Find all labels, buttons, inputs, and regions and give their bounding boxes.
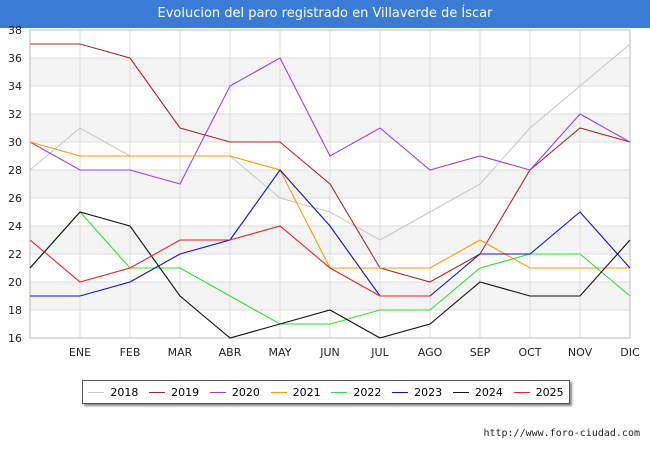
series-line-2024 [29, 211, 631, 339]
y-tick-label: 32 [8, 108, 22, 121]
source-credit: http://www.foro-ciudad.com [483, 428, 640, 439]
legend-item-2021: 2021 [270, 385, 321, 399]
x-tick-label: OCT [518, 346, 541, 359]
y-tick-label: 34 [8, 80, 22, 93]
x-tick-label: FEB [120, 346, 141, 359]
legend-label: 2025 [535, 385, 564, 399]
y-tick-label: 16 [8, 332, 22, 345]
legend-label: 2022 [353, 385, 382, 399]
x-tick-label: JUN [319, 346, 340, 359]
legend-item-2024: 2024 [452, 385, 503, 399]
legend-swatch [452, 391, 469, 393]
y-tick-label: 38 [8, 24, 22, 37]
legend-swatch [392, 391, 409, 393]
y-tick-label: 36 [8, 52, 22, 65]
y-tick-label: 20 [8, 276, 22, 289]
legend-swatch [88, 391, 105, 393]
series-line-2025 [29, 225, 430, 297]
x-tick-label: ENE [69, 346, 91, 359]
x-tick-label: MAY [269, 346, 292, 359]
legend-item-2018: 2018 [88, 386, 138, 399]
plot-border [29, 29, 631, 339]
legend-label: 2024 [474, 385, 503, 399]
legend: 2018 2019 2020 2021 2022 2023 2024 2025 [82, 380, 570, 404]
series-line-2023 [30, 169, 631, 297]
y-tick-label: 26 [8, 192, 22, 205]
legend-item-2020: 2020 [209, 385, 260, 399]
legend-swatch [331, 391, 348, 393]
y-tick-label: 30 [8, 136, 22, 149]
x-tick-label: AGO [418, 346, 443, 359]
legend-item-2022: 2022 [331, 386, 381, 399]
x-tick-label: NOV [568, 346, 593, 359]
legend-swatch [513, 391, 530, 393]
legend-label: 2021 [292, 385, 321, 399]
legend-item-2023: 2023 [392, 386, 442, 399]
x-tick-label: JUL [370, 346, 389, 359]
legend-label: 2020 [231, 385, 260, 399]
x-tick-label: ABR [219, 346, 242, 359]
y-tick-label: 28 [8, 164, 22, 177]
series-line-2020 [29, 57, 631, 185]
x-tick-label: SEP [470, 346, 491, 359]
y-tick-label: 22 [8, 248, 22, 261]
legend-item-2019: 2019 [149, 386, 199, 399]
legend-label: 2018 [110, 385, 139, 399]
y-tick-label: 18 [8, 304, 22, 317]
x-tick-label: DIC [620, 346, 640, 359]
legend-item-2025: 2025 [513, 385, 564, 399]
legend-swatch [270, 391, 287, 393]
legend-swatch [209, 391, 226, 393]
chart-title: Evolucion del paro registrado en Villave… [0, 0, 650, 28]
legend-label: 2019 [171, 385, 200, 399]
y-tick-label: 24 [8, 220, 22, 233]
legend-label: 2023 [414, 385, 443, 399]
legend-swatch [149, 391, 166, 393]
x-tick-label: MAR [168, 346, 193, 359]
